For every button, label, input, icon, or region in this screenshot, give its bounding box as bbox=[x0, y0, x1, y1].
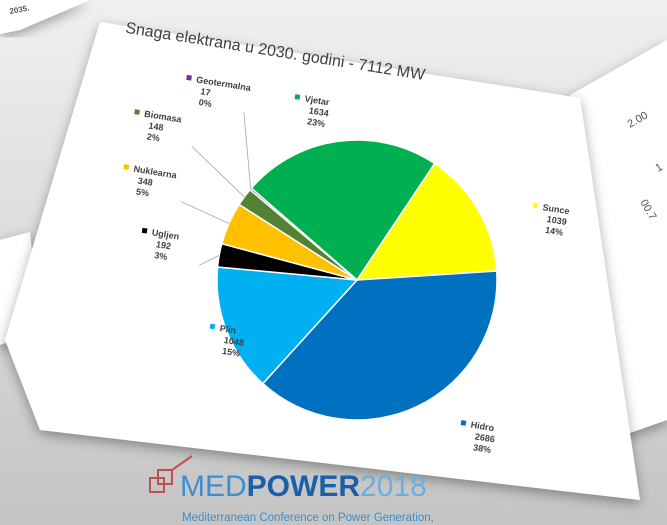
legend-marker bbox=[461, 420, 467, 426]
legend-marker bbox=[210, 324, 216, 330]
legend-marker bbox=[186, 75, 192, 81]
slice-percent: 2% bbox=[146, 131, 160, 143]
legend-marker bbox=[142, 228, 148, 234]
logo-part: MED bbox=[180, 470, 247, 503]
legend-marker bbox=[295, 94, 301, 100]
page: 2035. 2.00 1 00.7 Snaga elektrana u 2030… bbox=[0, 0, 667, 525]
slice-percent: 5% bbox=[135, 186, 149, 198]
slice-percent: 0% bbox=[198, 97, 212, 109]
logo-part: 2018 bbox=[360, 470, 427, 503]
legend-marker bbox=[123, 164, 129, 170]
legend-marker bbox=[532, 203, 538, 209]
logo-text: MEDPOWER2018 bbox=[180, 470, 427, 503]
legend-marker bbox=[134, 109, 140, 115]
slice-percent: 3% bbox=[154, 250, 168, 262]
logo-subtitle: Mediterranean Conference on Power Genera… bbox=[182, 512, 434, 524]
logo-part: POWER bbox=[247, 470, 361, 503]
slice-value: 17 bbox=[200, 86, 211, 97]
